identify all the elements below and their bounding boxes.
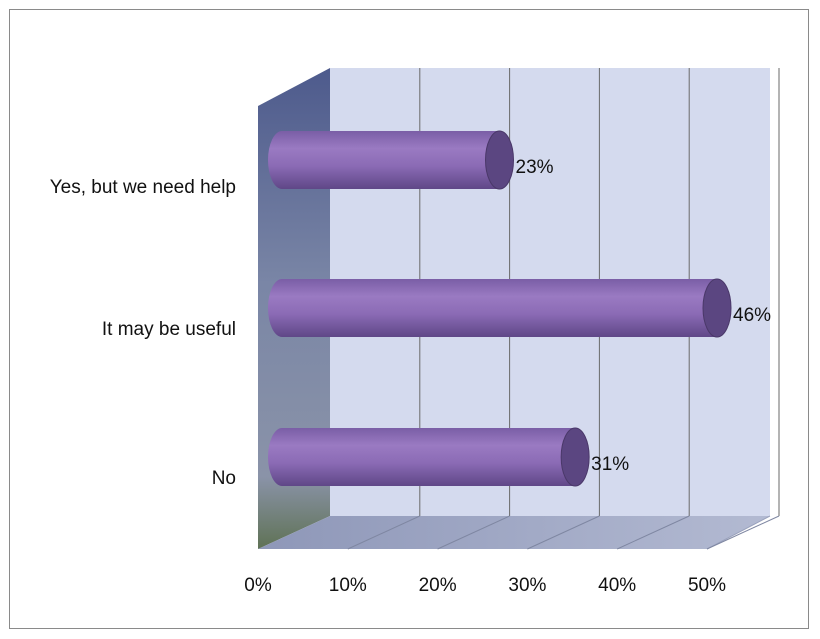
category-label: It may be useful (102, 319, 236, 340)
tick-labels: 0% 10% 20% 30% 40% 50% (244, 575, 726, 596)
x-tick-label: 20% (419, 575, 457, 596)
value-label: 46% (733, 305, 771, 326)
x-tick-label: 10% (329, 575, 367, 596)
x-tick-label: 0% (244, 575, 272, 596)
floor-gridline (347, 515, 421, 550)
bar-cap (485, 130, 514, 190)
x-tick-label: 50% (688, 575, 726, 596)
floor-edge (706, 515, 771, 550)
bar: 23% (268, 130, 554, 190)
value-label: 23% (516, 157, 554, 178)
category-labels: Yes, but we need help It may be useful No (50, 177, 236, 489)
x-tick-label: 40% (598, 575, 636, 596)
bar: 46% (268, 278, 771, 338)
bar-cap (560, 427, 590, 487)
floor-gridline (616, 515, 690, 550)
floor-gridline (437, 515, 510, 550)
bar-cap (702, 278, 732, 338)
floor-gridline (706, 515, 780, 550)
bar-body (268, 279, 717, 337)
category-label: No (212, 468, 236, 489)
floor-gridline (527, 515, 600, 550)
x-tick-label: 30% (508, 575, 546, 596)
floor (258, 516, 770, 549)
bar-body (268, 428, 576, 486)
category-label: Yes, but we need help (50, 177, 236, 198)
bar-body (268, 131, 500, 189)
bars-group: 23% 46% 31% (268, 130, 771, 487)
value-label: 31% (591, 454, 629, 475)
bar: 31% (268, 427, 629, 487)
